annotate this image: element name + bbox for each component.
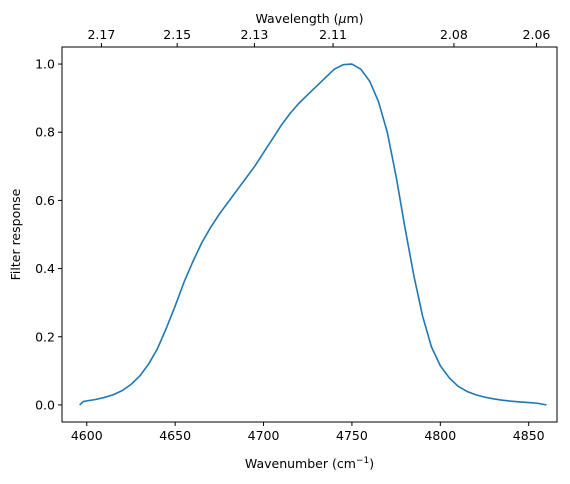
top-x-tick-label: 2.11 [319,27,347,42]
top-x-tick-label: 2.08 [440,27,468,42]
y-tick-label: 0.8 [35,125,55,140]
y-tick-label: 1.0 [35,57,55,72]
top-x-tick-label: 2.15 [163,27,191,42]
top-x-tick-label: 2.06 [523,27,551,42]
x-axis-label: Wavenumber (cm−1) [245,456,374,471]
x-tick-label: 4700 [248,428,280,443]
top-x-axis: 2.17 2.15 2.13 2.11 2.08 2.06 [87,27,550,47]
x-tick-label: 4750 [336,428,368,443]
y-tick-label: 0.4 [35,261,55,276]
x-tick-label: 4800 [424,428,456,443]
y-tick-label: 0.6 [35,193,55,208]
x-tick-label: 4600 [71,428,103,443]
y-axis-label: Filter response [8,188,23,280]
top-x-tick-label: 2.13 [240,27,268,42]
y-tick-label: 0.2 [35,329,55,344]
plot-frame [61,46,558,423]
top-x-axis-label: Wavelength (μm) [255,11,363,26]
series-line [79,63,547,406]
y-axis: 0.0 0.2 0.4 0.6 0.8 1.0 [35,57,62,412]
top-x-tick-label: 2.17 [87,27,115,42]
x-tick-label: 4850 [513,428,545,443]
y-tick-label: 0.0 [35,397,55,412]
x-tick-label: 4650 [159,428,191,443]
x-axis: 4600 4650 4700 4750 4800 4850 [71,422,545,443]
